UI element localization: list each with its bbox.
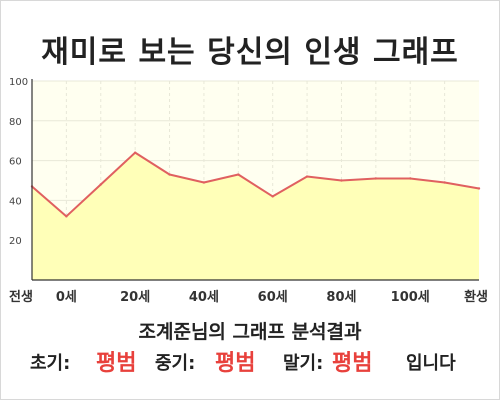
area-fill (32, 152, 479, 280)
x-tick-label: 전생 (9, 289, 33, 305)
late-label: 말기: (283, 353, 324, 374)
data-point (305, 175, 309, 178)
early-label: 초기: (30, 353, 71, 374)
x-tick-label: 60세 (258, 290, 288, 305)
x-tick-label: 80세 (326, 290, 356, 305)
data-point (202, 181, 206, 184)
result-subtitle: 조계준님의 그래프 분석결과 (138, 321, 362, 343)
late-value: 평범 (332, 351, 373, 376)
data-point (271, 195, 274, 198)
x-tick-label: 100세 (391, 290, 430, 305)
series-line (31, 151, 480, 218)
result-summary: 초기: 평범 중기: 평범 말기: 평범 입니다 (0, 346, 500, 382)
data-point (443, 181, 446, 184)
data-point (340, 179, 343, 182)
x-tick-label: 40세 (189, 290, 219, 305)
x-tick-label: 20세 (120, 290, 150, 305)
data-point (477, 187, 481, 190)
data-point (65, 215, 68, 218)
page-title: 재미로 보는 당신의 인생 그래프 (41, 35, 459, 70)
y-tick-label: 60 (9, 157, 22, 168)
x-tick-label: 0세 (56, 290, 77, 305)
y-tick-label: 80 (9, 117, 22, 128)
x-tick-label: 환생 (464, 289, 488, 305)
data-point (133, 151, 137, 154)
y-tick-label: 40 (9, 196, 22, 207)
data-point (409, 177, 412, 180)
middle-label: 중기: (155, 353, 196, 374)
y-tick-label: 20 (9, 236, 22, 247)
data-point (99, 183, 102, 186)
middle-value: 평범 (215, 351, 256, 376)
early-value: 평범 (96, 351, 137, 376)
result-suffix: 입니다 (406, 353, 456, 374)
data-point (374, 177, 378, 180)
data-point (237, 173, 240, 176)
y-tick-label: 100 (9, 77, 28, 88)
data-point (168, 173, 171, 176)
